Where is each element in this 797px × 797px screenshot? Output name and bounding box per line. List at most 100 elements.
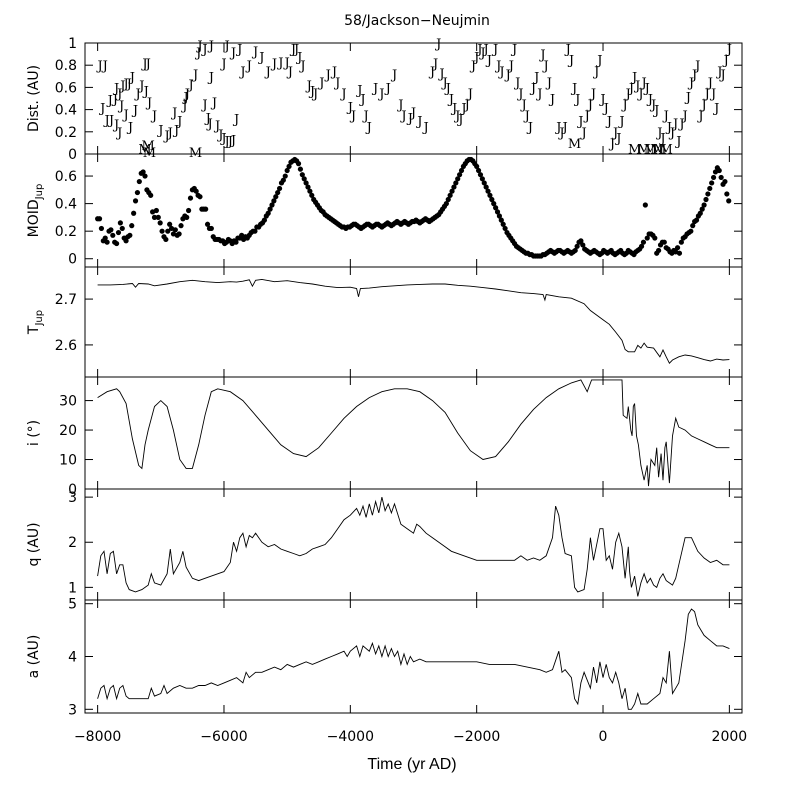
data-point bbox=[481, 180, 487, 186]
y-axis-label-main: T bbox=[26, 325, 42, 335]
data-point bbox=[282, 173, 288, 179]
data-point bbox=[119, 225, 125, 232]
encounter-jupiter: J bbox=[459, 101, 466, 116]
data-point bbox=[167, 221, 173, 227]
encounter-jupiter: J bbox=[466, 87, 473, 102]
encounter-jupiter: J bbox=[223, 39, 230, 54]
data-point bbox=[157, 220, 163, 226]
encounter-jupiter: J bbox=[677, 117, 684, 132]
x-tick-label: 2000 bbox=[712, 729, 748, 745]
y-tick-label: 10 bbox=[59, 453, 77, 469]
data-point bbox=[261, 217, 268, 223]
data-point bbox=[267, 206, 273, 212]
encounter-jupiter: J bbox=[311, 87, 318, 102]
encounter-jupiter: J bbox=[137, 79, 144, 94]
data-point bbox=[303, 180, 309, 186]
y-tick-label: 0 bbox=[68, 252, 77, 268]
series-line-tjup bbox=[97, 278, 730, 364]
data-point bbox=[131, 210, 137, 216]
y-axis-label-main: Dist. (AU) bbox=[26, 65, 42, 132]
encounter-jupiter: J bbox=[117, 99, 124, 114]
data-point bbox=[474, 163, 480, 170]
data-point bbox=[709, 180, 715, 186]
encounter-jupiter: J bbox=[662, 109, 669, 124]
data-point bbox=[652, 235, 658, 241]
data-point bbox=[445, 196, 451, 203]
encounter-jupiter: J bbox=[181, 90, 188, 105]
data-point bbox=[115, 229, 122, 236]
encounter-jupiter: J bbox=[191, 68, 198, 83]
encounter-jupiter: J bbox=[371, 81, 378, 96]
data-point bbox=[165, 228, 171, 234]
encounter-jupiter: J bbox=[223, 135, 230, 150]
encounter-jupiter: J bbox=[548, 93, 555, 108]
encounter-jupiter: J bbox=[144, 57, 151, 72]
encounter-jupiter: J bbox=[665, 120, 672, 135]
data-point bbox=[297, 166, 304, 172]
data-point bbox=[134, 189, 141, 196]
data-point bbox=[208, 225, 214, 232]
encounter-jupiter: J bbox=[570, 81, 577, 96]
encounter-jupiter: J bbox=[605, 115, 612, 130]
data-point bbox=[475, 167, 482, 174]
data-point bbox=[309, 192, 315, 198]
encounter-jupiter: J bbox=[200, 98, 207, 113]
data-point bbox=[265, 210, 271, 216]
data-point bbox=[132, 198, 139, 204]
encounter-jupiter: J bbox=[238, 65, 245, 80]
y-tick-label: 2 bbox=[68, 535, 77, 551]
encounter-jupiter: J bbox=[450, 101, 457, 116]
y-tick-label: 20 bbox=[59, 423, 77, 439]
chart-title: 58/Jackson−Neujmin bbox=[344, 13, 490, 29]
data-point bbox=[299, 172, 305, 178]
panel-q: 1 2 3 q (AU) bbox=[26, 488, 743, 601]
encounter-jupiter: J bbox=[276, 56, 283, 71]
y-axis-label: MOIDJup bbox=[26, 184, 45, 238]
encounter-jupiter: J bbox=[406, 111, 413, 126]
data-point bbox=[284, 167, 290, 174]
encounter-jupiter: J bbox=[437, 67, 444, 82]
y-axis-label: q (AU) bbox=[26, 522, 42, 566]
encounter-jupiter: J bbox=[172, 124, 179, 139]
encounter-jupiter: J bbox=[706, 76, 713, 91]
panel-moid-frame bbox=[84, 153, 743, 268]
x-tick-label: 0 bbox=[599, 729, 608, 745]
encounter-jupiter: J bbox=[140, 57, 147, 72]
encounter-jupiter: J bbox=[709, 87, 716, 102]
data-point bbox=[153, 207, 159, 214]
encounter-jupiter: J bbox=[365, 120, 372, 135]
data-point bbox=[307, 188, 313, 194]
panel-incl: 0 10 20 30 i (°) bbox=[26, 376, 743, 498]
data-point bbox=[113, 240, 120, 247]
data-point bbox=[458, 167, 465, 174]
data-point bbox=[572, 247, 578, 254]
encounter-jupiter: J bbox=[235, 43, 242, 58]
data-point bbox=[574, 243, 580, 249]
encounter-jupiter: J bbox=[428, 65, 435, 80]
data-point bbox=[151, 214, 158, 220]
data-point bbox=[110, 232, 116, 238]
encounter-jupiter: J bbox=[180, 99, 187, 114]
data-point bbox=[502, 225, 508, 232]
encounter-jupiter: J bbox=[229, 46, 236, 61]
encounter-jupiter: J bbox=[491, 43, 498, 58]
encounter-jupiter: J bbox=[204, 111, 211, 126]
encounter-jupiter: J bbox=[194, 46, 201, 61]
panel-tjup: 2.6 2.7 TJup bbox=[26, 266, 743, 378]
data-point bbox=[163, 236, 169, 243]
data-point bbox=[716, 167, 722, 174]
encounter-jupiter: J bbox=[485, 54, 492, 69]
data-point bbox=[275, 189, 281, 196]
y-axis-label-main: MOID bbox=[26, 199, 42, 237]
data-point bbox=[656, 247, 662, 254]
encounter-jupiter: J bbox=[346, 100, 353, 115]
y-tick-label: 0 bbox=[68, 482, 77, 498]
encounter-jupiter: J bbox=[475, 43, 482, 58]
data-point bbox=[491, 201, 497, 207]
encounter-jupiter: J bbox=[133, 87, 140, 102]
encounter-jupiter: J bbox=[166, 126, 173, 141]
encounter-jupiter: J bbox=[561, 120, 568, 135]
data-point bbox=[203, 206, 209, 212]
encounter-jupiter: J bbox=[497, 65, 504, 80]
data-point bbox=[148, 192, 154, 198]
